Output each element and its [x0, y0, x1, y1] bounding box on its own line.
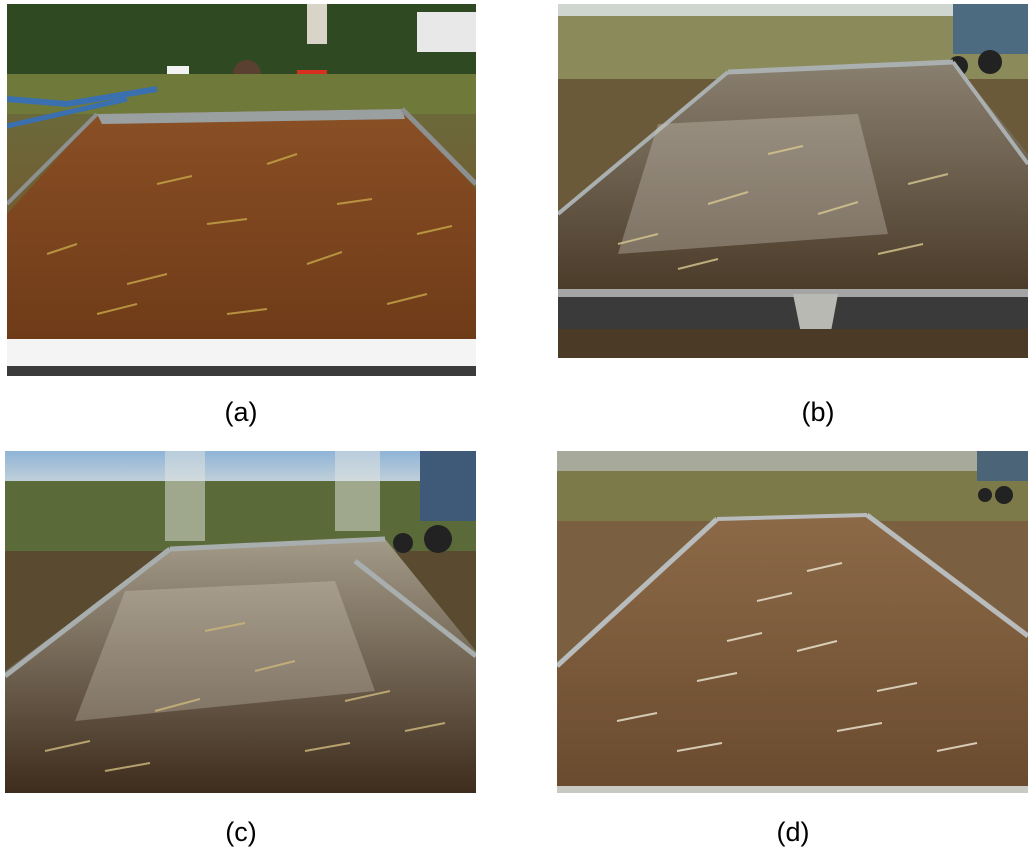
photo-panel-b [558, 4, 1028, 358]
caption-b: (b) [801, 397, 835, 427]
photo-panel-c [5, 451, 476, 793]
caption-c: (c) [225, 817, 257, 847]
caption-a: (a) [224, 397, 258, 427]
photo-panel-d [557, 451, 1028, 793]
photo-panel-a [7, 4, 476, 376]
caption-d: (d) [776, 817, 810, 847]
